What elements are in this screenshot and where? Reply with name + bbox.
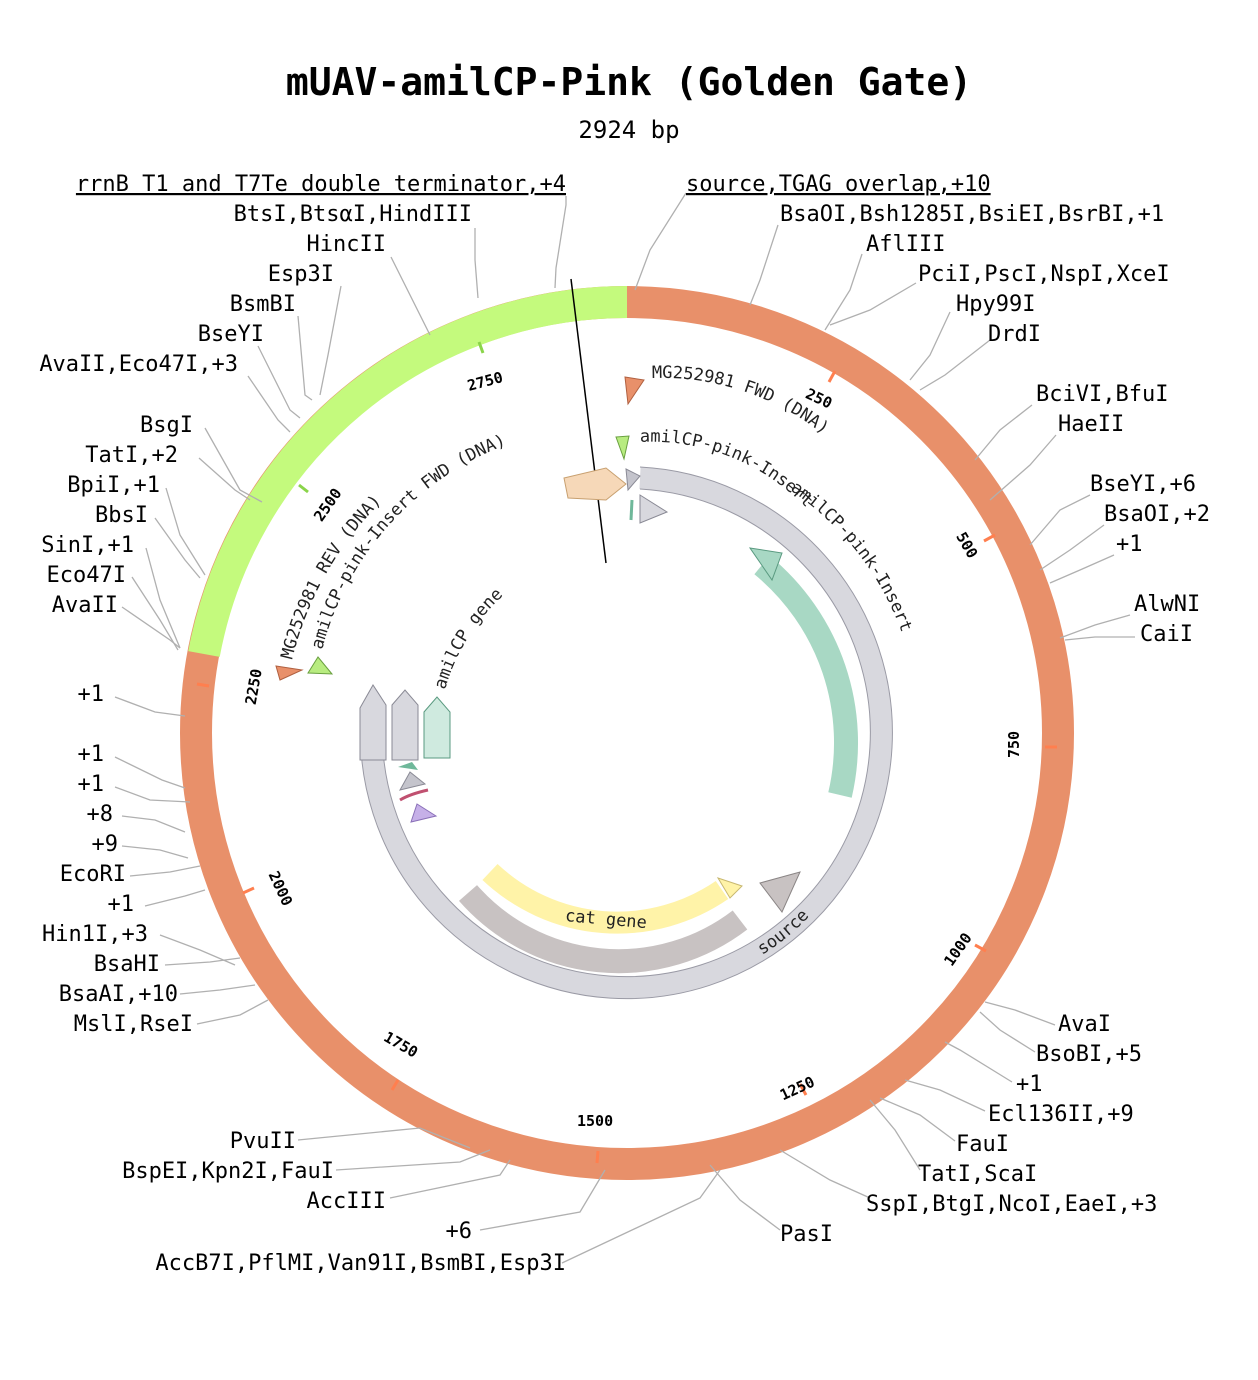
- label-left-bsaai: BsaAI,+10: [59, 982, 178, 1007]
- label-left-plus8: +8: [87, 802, 114, 827]
- label-right-plus1-a: +1: [1116, 532, 1143, 557]
- tick-2250: 2250: [242, 667, 266, 706]
- label-right-afliii: AflIII: [866, 232, 945, 257]
- label-left-hin1i: Hin1I,+3: [42, 922, 148, 947]
- primer-mg-rev-label: MG252981 REV (DNA): [277, 491, 385, 661]
- scale-ticks: [196, 341, 1057, 1164]
- map-title: mUAV-amilCP-Pink (Golden Gate): [285, 60, 973, 104]
- small-feature-gray-2: [399, 771, 427, 791]
- label-left-bspei: BspEI,Kpn2I,FauI: [122, 1159, 334, 1184]
- label-left-acciii: AccIII: [307, 1189, 386, 1214]
- cat-gene-dark-arc: [458, 885, 748, 974]
- label-right-hpy99i: Hpy99I: [956, 292, 1035, 317]
- tick-500: 500: [952, 529, 981, 561]
- label-left-bseyi: BseYI: [198, 322, 264, 347]
- top-feature-tan: [563, 467, 627, 501]
- label-left-bsgi: BsgI: [140, 413, 193, 438]
- label-left-bsahi: BsaHI: [94, 952, 160, 977]
- label-left-ecori: EcoRI: [60, 862, 126, 887]
- label-right-bsobi: BsoBI,+5: [1036, 1042, 1142, 1067]
- label-right-pasi: PasI: [780, 1222, 833, 1247]
- label-left-plus1-c: +1: [78, 772, 105, 797]
- label-left-sini: SinI,+1: [41, 533, 134, 558]
- tick-750: 750: [1005, 731, 1023, 758]
- label-right-pcii: PciI,PscI,NspI,XceI: [918, 262, 1170, 287]
- amilcp-gene-arc: [754, 555, 858, 798]
- tick-1750: 1750: [381, 1028, 421, 1062]
- map-size: 2924 bp: [578, 116, 680, 144]
- label-right-source: source,TGAG overlap,+10: [686, 172, 991, 197]
- label-right-bsaoi2: BsaOI,+2: [1104, 502, 1210, 527]
- label-right-plus1-b: +1: [1016, 1072, 1043, 1097]
- small-feature-pink: [399, 788, 429, 802]
- amilcp-gene-label: amilCP gene: [431, 584, 507, 691]
- label-right-tati: TatI,ScaI: [918, 1162, 1037, 1187]
- cat-gene-arc: [482, 863, 729, 934]
- label-right-bseyi: BseYI,+6: [1090, 472, 1196, 497]
- label-right-ecl136ii: Ecl136II,+9: [988, 1102, 1134, 1127]
- leader-lines-right: [634, 192, 1135, 1231]
- label-left-eco47i: Eco47I: [47, 563, 126, 588]
- insert-arc: [188, 286, 628, 657]
- primer-mg-rev-arrow: [275, 665, 304, 681]
- label-left-tati: TatI,+2: [85, 443, 178, 468]
- label-left-accb7i: AccB7I,PflMI,Van91I,BsmBI,Esp3I: [155, 1251, 566, 1276]
- top-feature-teal-line: [629, 499, 634, 521]
- primer-amil-fwd-r-label: amilCP-pink-Insert FWD (DNA): [0, 0, 824, 519]
- tick-2750: 2750: [465, 368, 505, 395]
- label-left-plus1-d: +1: [108, 892, 135, 917]
- label-left-esp3i: Esp3I: [268, 262, 334, 287]
- label-left-plus9: +9: [92, 832, 119, 857]
- label-right-bsaoi: BsaOI,Bsh1285I,BsiEI,BsrBI,+1: [780, 202, 1164, 227]
- amilcp-arrowhead: [748, 547, 783, 582]
- label-left-btsi: BtsI,BtsαI,HindIII: [234, 202, 472, 227]
- small-feature-teal-1: [423, 696, 451, 759]
- small-feature-purple: [410, 803, 438, 823]
- tick-2500: 2500: [310, 485, 345, 525]
- label-left-plus6: +6: [446, 1219, 473, 1244]
- label-left-pvuii: PvuII: [230, 1129, 296, 1154]
- label-right-sspi: SspI,BtgI,NcoI,EaeI,+3: [866, 1192, 1157, 1217]
- label-right-caii: CaiI: [1140, 622, 1193, 647]
- label-right-haeii: HaeII: [1058, 412, 1124, 437]
- source-arrowhead: [359, 684, 387, 761]
- label-left-avaii-eco47i: AvaII,Eco47I,+3: [39, 352, 238, 377]
- tick-1500: 1500: [577, 1112, 613, 1130]
- label-left-plus1-a: +1: [78, 682, 105, 707]
- source-feature-arc-outline: [359, 466, 893, 1000]
- small-feature-teal-2: [398, 762, 418, 770]
- label-right-bcivi: BciVI,BfuI: [1036, 382, 1168, 407]
- tick-1250: 1250: [777, 1073, 817, 1105]
- enzyme-labels-right: source,TGAG overlap,+10 BsaOI,Bsh1285I,B…: [686, 172, 1210, 1247]
- primer-amil-fwd-arrow-r: [615, 435, 630, 461]
- label-right-drdi: DrdI: [988, 322, 1041, 347]
- leader-lines-left: [114, 196, 721, 1264]
- label-left-bsmbi: BsmBI: [230, 292, 296, 317]
- cat-dark-arrowhead: [759, 871, 801, 913]
- label-right-faui: FauI: [956, 1132, 1009, 1157]
- label-left-hincii: HincII: [307, 232, 386, 257]
- small-feature-gray-1: [391, 689, 419, 761]
- label-left-plus1-b: +1: [78, 742, 105, 767]
- top-feature-gray-1: [625, 468, 641, 492]
- label-left-bbsi: BbsI: [95, 503, 148, 528]
- top-feature-gray-2: [639, 494, 669, 524]
- origin-line: [570, 278, 607, 564]
- tick-1000: 1000: [940, 929, 975, 969]
- label-right-alwni: AlwNI: [1134, 592, 1200, 617]
- label-right-avai: AvaI: [1058, 1012, 1111, 1037]
- label-left-avaii: AvaII: [52, 593, 118, 618]
- source-feature-arc: [360, 467, 893, 999]
- primer-amil-fwd-arrow-l: [307, 656, 334, 675]
- cat-arrowhead: [716, 877, 743, 899]
- label-left-bpii: BpiI,+1: [67, 473, 160, 498]
- source-label: source: [754, 906, 813, 960]
- label-left-terminator: rrnB T1 and T7Te double terminator,+4: [76, 172, 566, 197]
- tick-2000: 2000: [265, 868, 297, 908]
- primer-mg-fwd-arrow: [624, 376, 645, 406]
- label-left-msli: MslI,RseI: [74, 1012, 193, 1037]
- enzyme-labels-left: rrnB T1 and T7Te double terminator,+4 Bt…: [39, 172, 566, 1276]
